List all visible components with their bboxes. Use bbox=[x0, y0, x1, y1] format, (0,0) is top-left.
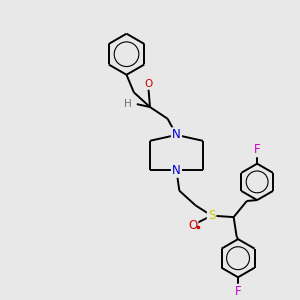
Text: F: F bbox=[235, 285, 242, 298]
Text: F: F bbox=[254, 143, 260, 156]
Text: S: S bbox=[208, 209, 215, 222]
Text: N: N bbox=[172, 128, 181, 141]
Text: N: N bbox=[172, 164, 181, 177]
Text: O: O bbox=[144, 79, 153, 88]
Text: O: O bbox=[188, 219, 197, 232]
Text: H: H bbox=[124, 99, 132, 109]
